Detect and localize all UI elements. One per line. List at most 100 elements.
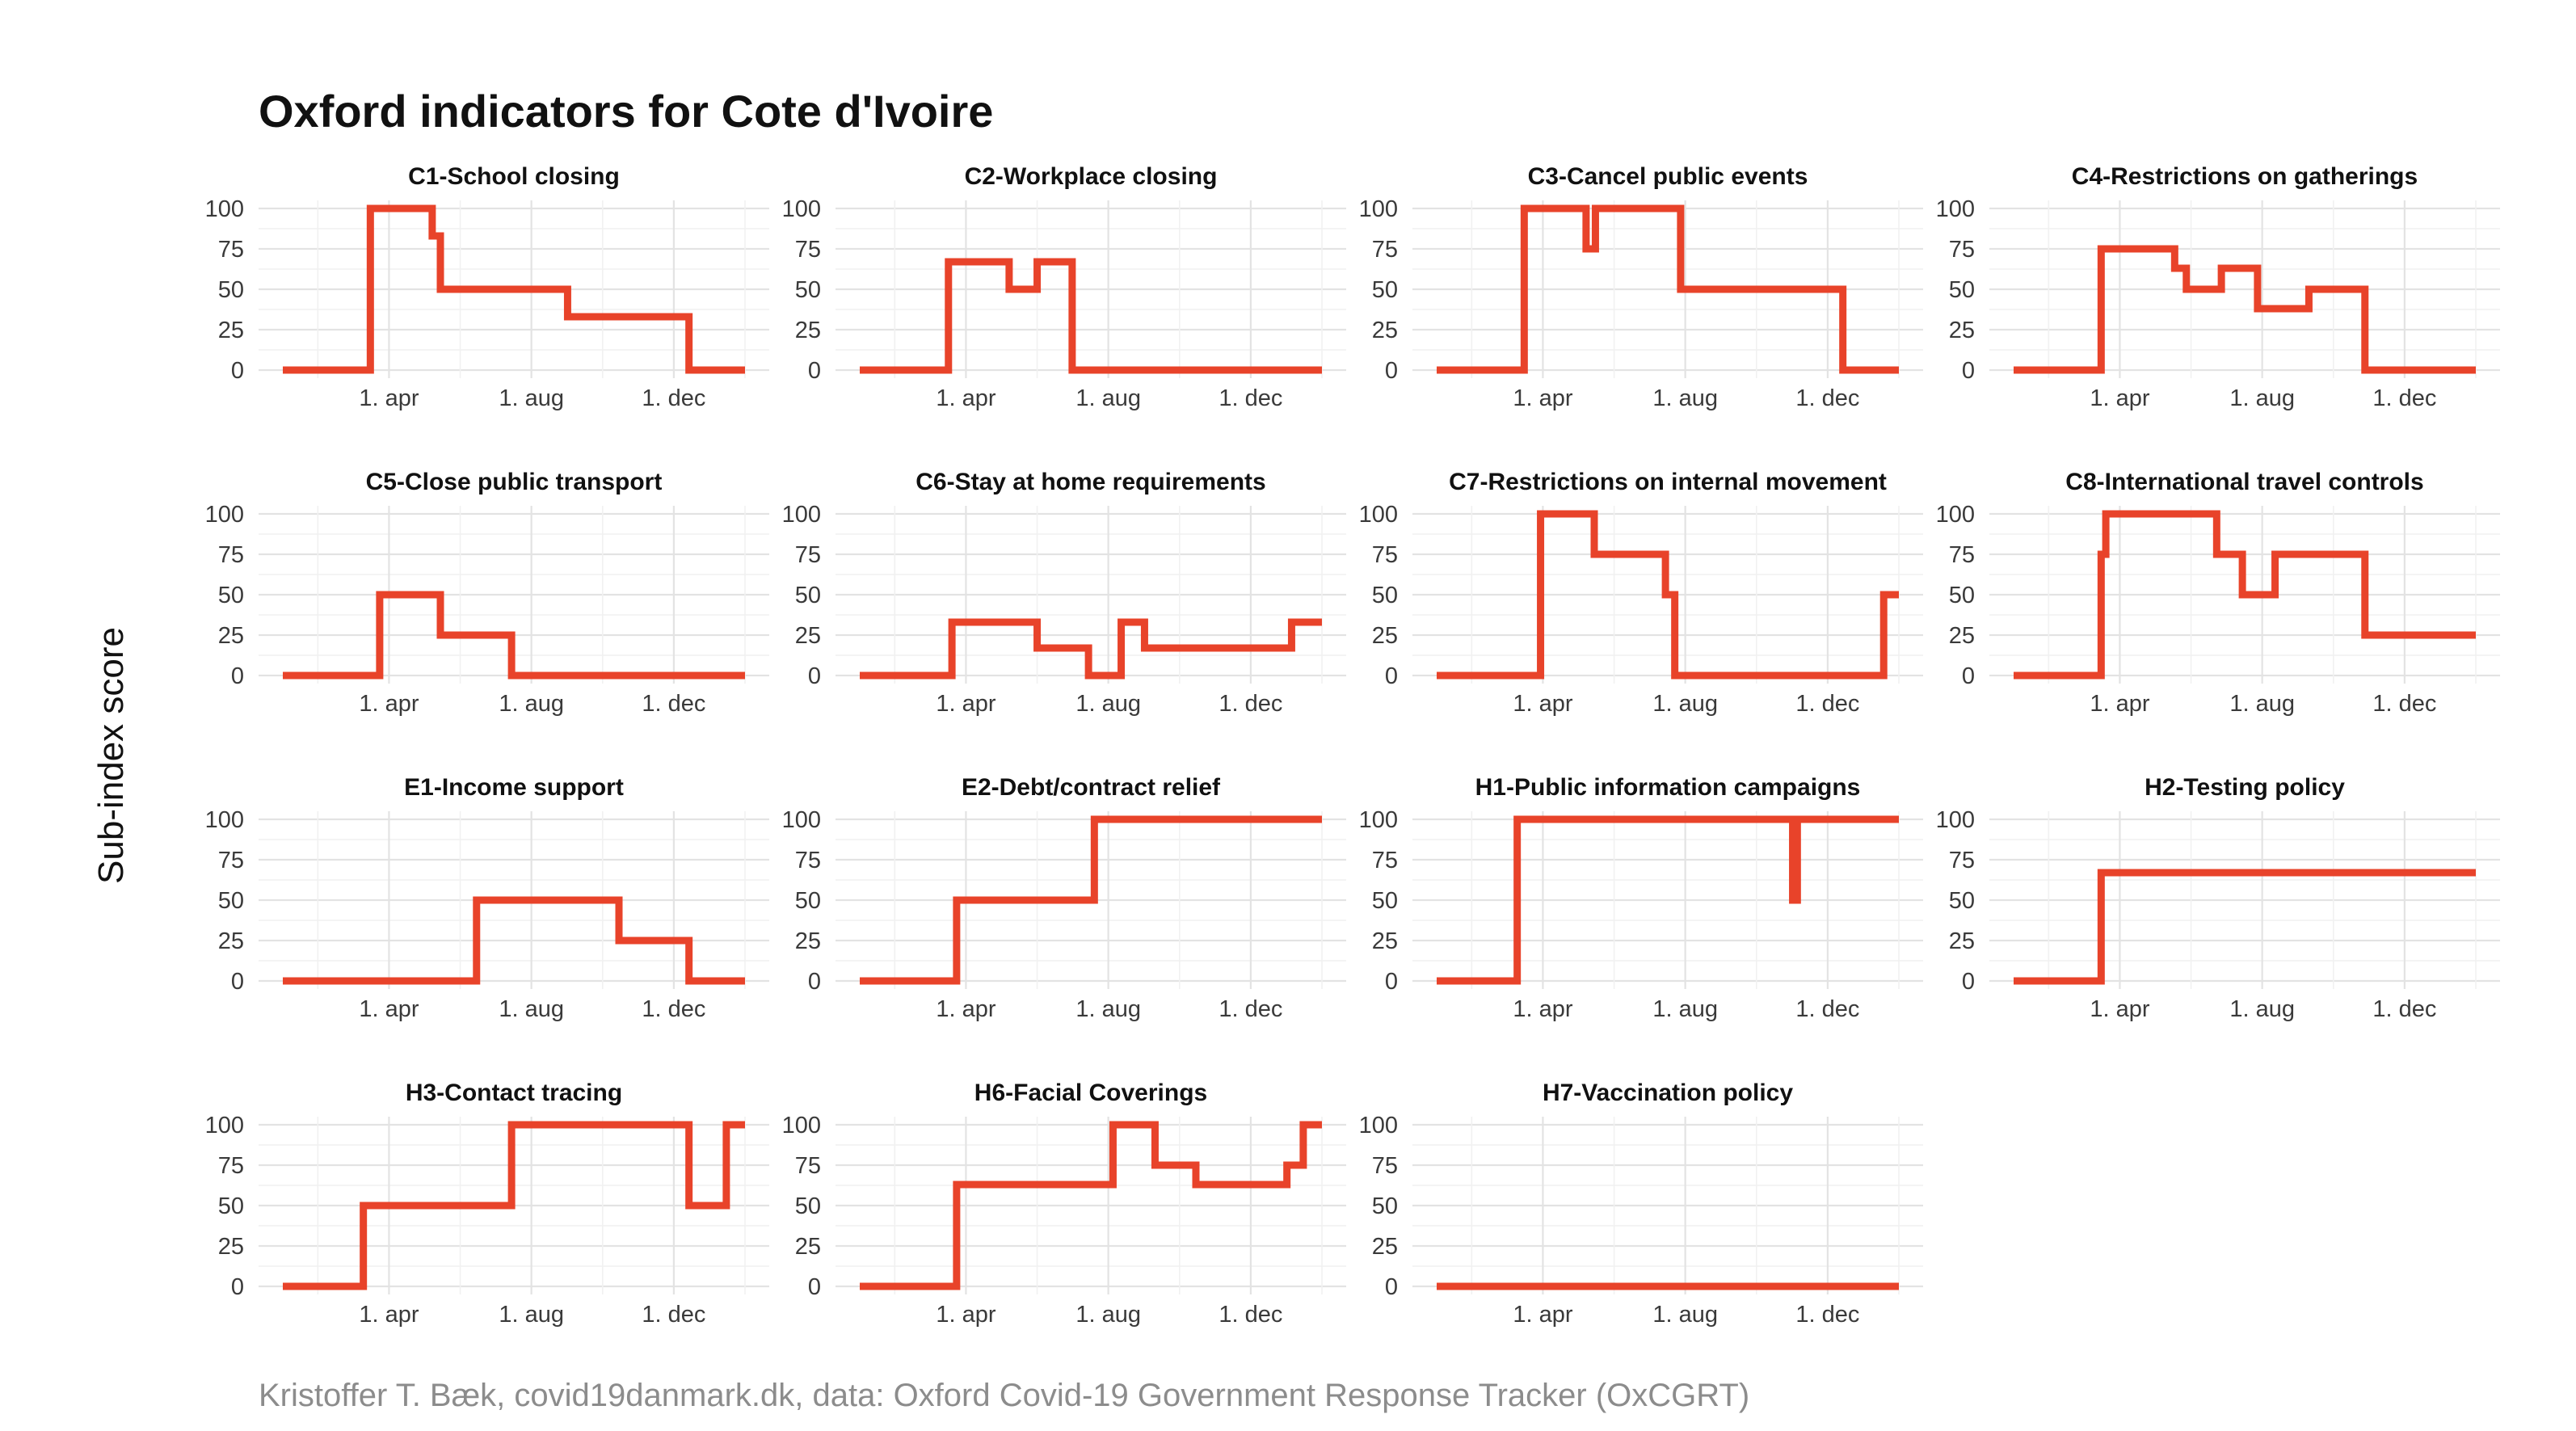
y-tick-label: 50 bbox=[1372, 888, 1398, 914]
y-tick-label: 50 bbox=[795, 277, 821, 303]
x-tick-label: 1. aug bbox=[1652, 996, 1718, 1022]
series-line bbox=[283, 591, 745, 680]
series-line bbox=[283, 896, 745, 985]
y-tick-label: 0 bbox=[1385, 358, 1398, 384]
facet-panel: C8-International travel controls 100 75 50 2… bbox=[1936, 469, 2500, 717]
facet-title: C3-Cancel public events bbox=[1528, 163, 1808, 190]
facet-panel: C2-Workplace closing 100 75 50 25 0 1. apr 1. a… bbox=[782, 163, 1346, 411]
series-line bbox=[860, 258, 1322, 374]
y-tick-label: 75 bbox=[1949, 848, 1975, 873]
x-tick-label: 1. apr bbox=[936, 691, 995, 717]
series-line bbox=[860, 618, 1322, 680]
y-tick-label: 25 bbox=[1372, 318, 1398, 343]
y-tick-label: 75 bbox=[795, 1153, 821, 1179]
facet-panel: H3-Contact tracing 100 75 50 25 0 1. apr 1. aug… bbox=[205, 1080, 769, 1328]
y-tick-label: 50 bbox=[1372, 1193, 1398, 1219]
y-tick-label: 25 bbox=[795, 318, 821, 343]
y-tick-label: 75 bbox=[218, 848, 244, 873]
y-tick-label: 0 bbox=[1385, 663, 1398, 689]
facet-panel: H1-Public information campaigns 100 75 50 25… bbox=[1359, 774, 1923, 1022]
series-line bbox=[1437, 510, 1899, 680]
facet-panel: E2-Debt/contract relief 100 75 50 25 0 1. apr 1… bbox=[782, 774, 1346, 1022]
y-tick-label: 100 bbox=[782, 1113, 821, 1138]
y-tick-label: 75 bbox=[218, 542, 244, 568]
y-tick-label: 50 bbox=[218, 583, 244, 608]
y-tick-label: 75 bbox=[795, 542, 821, 568]
facet-grid: C1-School closing 100 75 50 25 0 1. apr 1. aug 1… bbox=[205, 163, 2500, 1328]
x-tick-label: 1. aug bbox=[1075, 385, 1141, 411]
y-tick-label: 50 bbox=[218, 888, 244, 914]
y-tick-label: 100 bbox=[1359, 1113, 1398, 1138]
x-tick-label: 1. aug bbox=[1652, 691, 1718, 717]
y-tick-label: 25 bbox=[795, 928, 821, 954]
y-tick-label: 100 bbox=[1936, 502, 1975, 528]
y-tick-label: 75 bbox=[795, 848, 821, 873]
x-tick-label: 1. aug bbox=[2229, 385, 2295, 411]
series-line bbox=[2014, 869, 2476, 985]
series-line bbox=[1437, 815, 1899, 985]
facet-title: H2-Testing policy bbox=[2145, 774, 2345, 801]
facet-title: H6-Facial Coverings bbox=[974, 1080, 1207, 1106]
x-tick-label: 1. dec bbox=[642, 691, 705, 717]
facet-panel: E1-Income support 100 75 50 25 0 1. apr 1. aug 1… bbox=[205, 774, 769, 1022]
x-tick-label: 1. aug bbox=[499, 691, 564, 717]
series-line bbox=[283, 1121, 745, 1290]
x-tick-label: 1. dec bbox=[1795, 996, 1859, 1022]
x-tick-label: 1. apr bbox=[359, 385, 419, 411]
y-tick-label: 75 bbox=[1949, 542, 1975, 568]
y-tick-label: 25 bbox=[795, 1234, 821, 1260]
x-tick-label: 1. dec bbox=[1219, 1302, 1282, 1328]
y-tick-label: 25 bbox=[1949, 928, 1975, 954]
x-tick-label: 1. aug bbox=[1652, 385, 1718, 411]
y-tick-label: 0 bbox=[808, 358, 821, 384]
y-tick-label: 0 bbox=[231, 663, 244, 689]
x-tick-label: 1. apr bbox=[359, 691, 419, 717]
facet-title: H7-Vaccination policy bbox=[1543, 1080, 1793, 1106]
x-tick-label: 1. dec bbox=[1795, 691, 1859, 717]
y-tick-label: 25 bbox=[1372, 1234, 1398, 1260]
y-tick-label: 100 bbox=[782, 196, 821, 222]
y-tick-label: 0 bbox=[808, 969, 821, 995]
x-tick-label: 1. dec bbox=[1219, 691, 1282, 717]
x-tick-label: 1. apr bbox=[1513, 385, 1572, 411]
series-line bbox=[283, 204, 745, 374]
x-tick-label: 1. apr bbox=[936, 996, 995, 1022]
x-tick-label: 1. aug bbox=[2229, 691, 2295, 717]
y-tick-label: 25 bbox=[1372, 928, 1398, 954]
y-tick-label: 100 bbox=[205, 502, 244, 528]
y-tick-label: 0 bbox=[1962, 969, 1975, 995]
facet-title: E1-Income support bbox=[404, 774, 624, 801]
x-tick-label: 1. aug bbox=[499, 996, 564, 1022]
x-tick-label: 1. dec bbox=[1795, 1302, 1859, 1328]
facet-title: C2-Workplace closing bbox=[965, 163, 1218, 190]
x-tick-label: 1. apr bbox=[936, 1302, 995, 1328]
y-tick-label: 0 bbox=[1385, 1274, 1398, 1300]
y-tick-label: 25 bbox=[1372, 623, 1398, 649]
y-tick-label: 50 bbox=[218, 1193, 244, 1219]
facet-panel: C1-School closing 100 75 50 25 0 1. apr 1. aug 1… bbox=[205, 163, 769, 411]
x-tick-label: 1. aug bbox=[1075, 996, 1141, 1022]
facet-panel: C7-Restrictions on internal movement 100 7… bbox=[1359, 469, 1923, 717]
x-tick-label: 1. apr bbox=[2090, 691, 2149, 717]
facet-panel: C4-Restrictions on gatherings 100 75 50 25 0 1… bbox=[1936, 163, 2500, 411]
x-tick-label: 1. aug bbox=[2229, 996, 2295, 1022]
y-tick-label: 0 bbox=[808, 663, 821, 689]
x-tick-label: 1. dec bbox=[642, 996, 705, 1022]
facet-title: C1-School closing bbox=[408, 163, 620, 190]
y-tick-label: 25 bbox=[218, 623, 244, 649]
y-tick-label: 25 bbox=[795, 623, 821, 649]
y-tick-label: 25 bbox=[1949, 623, 1975, 649]
y-tick-label: 0 bbox=[1962, 663, 1975, 689]
series-line bbox=[2014, 245, 2476, 374]
y-tick-label: 100 bbox=[1936, 196, 1975, 222]
x-tick-label: 1. dec bbox=[2372, 996, 2436, 1022]
x-tick-label: 1. apr bbox=[2090, 385, 2149, 411]
x-tick-label: 1. dec bbox=[1795, 385, 1859, 411]
facet-panel: H6-Facial Coverings 100 75 50 25 0 1. apr 1. au… bbox=[782, 1080, 1346, 1328]
x-tick-label: 1. dec bbox=[642, 385, 705, 411]
y-tick-label: 100 bbox=[1359, 196, 1398, 222]
y-tick-label: 100 bbox=[205, 196, 244, 222]
x-tick-label: 1. apr bbox=[1513, 1302, 1572, 1328]
y-tick-label: 0 bbox=[808, 1274, 821, 1300]
